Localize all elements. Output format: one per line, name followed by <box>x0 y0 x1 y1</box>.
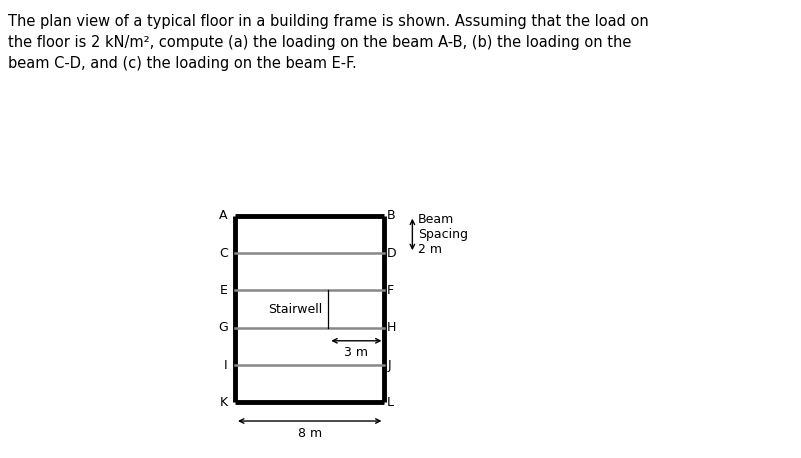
Text: F: F <box>387 284 394 297</box>
Text: C: C <box>219 246 227 260</box>
Text: The plan view of a typical floor in a building frame is shown. Assuming that the: The plan view of a typical floor in a bu… <box>8 14 649 71</box>
Text: E: E <box>219 284 227 297</box>
Text: D: D <box>387 246 396 260</box>
Text: I: I <box>224 359 227 371</box>
Text: L: L <box>387 396 394 409</box>
Text: 8 m: 8 m <box>298 426 322 440</box>
Text: B: B <box>387 209 396 222</box>
Text: Beam
Spacing
2 m: Beam Spacing 2 m <box>418 213 468 256</box>
Text: Stairwell: Stairwell <box>268 303 322 316</box>
Text: G: G <box>218 321 227 334</box>
Text: A: A <box>219 209 227 222</box>
Text: K: K <box>219 396 227 409</box>
Text: 3 m: 3 m <box>344 346 368 360</box>
Text: H: H <box>387 321 396 334</box>
Text: J: J <box>387 359 391 371</box>
